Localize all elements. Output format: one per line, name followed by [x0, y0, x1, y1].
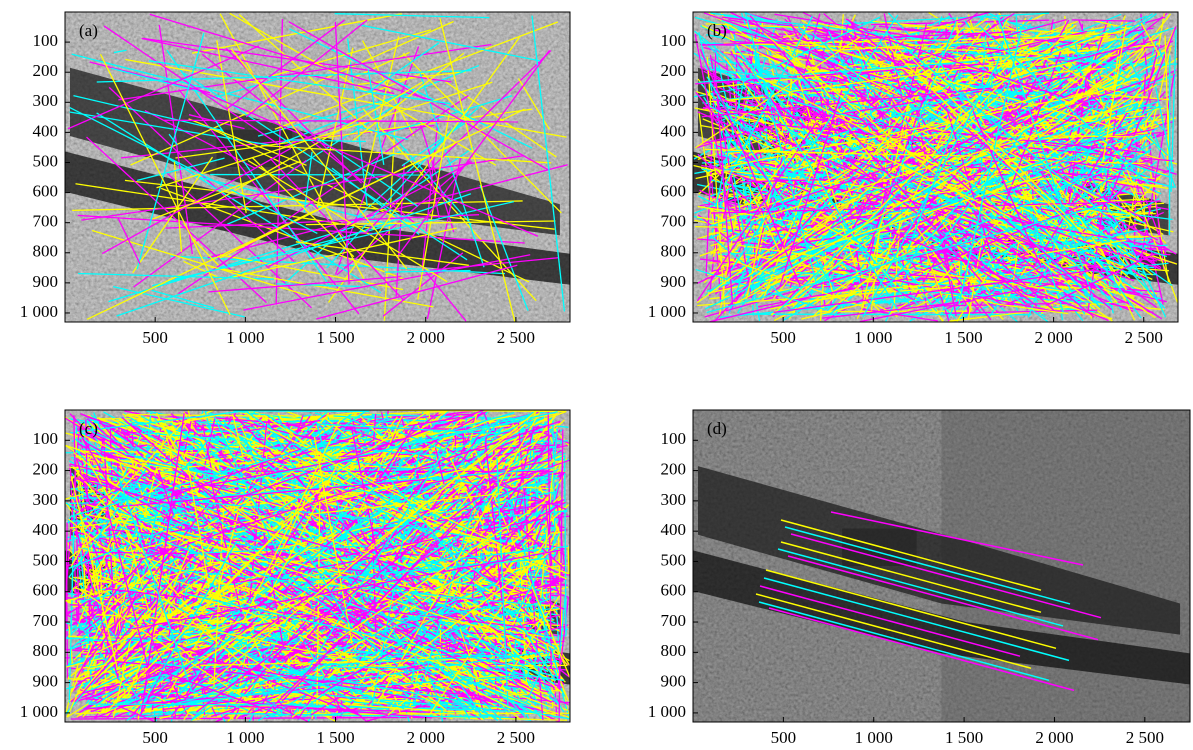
x-tick-label: 2 500: [1125, 328, 1163, 347]
x-tick-label: 1 500: [944, 328, 982, 347]
y-tick-label: 200: [33, 61, 59, 80]
x-tick-label: 2 000: [1034, 328, 1072, 347]
y-tick-label: 800: [661, 242, 687, 261]
y-tick-label: 1 000: [20, 302, 58, 321]
x-tick-label: 1 500: [316, 328, 354, 347]
y-tick-label: 300: [661, 91, 687, 110]
y-tick-label: 1 000: [648, 302, 686, 321]
y-tick-label: 700: [661, 212, 687, 231]
panel: (a) 500 1 000 1 500 2 000 2 500 100 200 300 400 50…: [20, 12, 570, 347]
panel-label: (a): [79, 21, 98, 40]
y-tick-label: 300: [33, 91, 59, 110]
panel-label: (b): [707, 21, 727, 40]
y-tick-label: 700: [33, 212, 59, 231]
x-tick-label: 500: [142, 328, 168, 347]
y-tick-label: 200: [661, 61, 687, 80]
y-tick-label: 800: [33, 242, 59, 261]
panel: (c)5001 0001 5002 0002 50010020030040050…: [20, 410, 570, 747]
y-tick-label: 400: [661, 121, 687, 140]
image: [693, 12, 1178, 322]
y-tick-label: 500: [661, 151, 687, 170]
y-tick-label: 100: [661, 31, 687, 50]
y-tick-label: 600: [661, 181, 687, 200]
panel: (b) 500 1 000 1 500 2 000 2 500 100 200 300 400 50…: [648, 12, 1178, 347]
x-tick-label: 500: [770, 328, 796, 347]
y-tick-label: 100: [33, 31, 59, 50]
x-tick-label: 1 000: [226, 328, 264, 347]
x-tick-label: 2 000: [407, 328, 445, 347]
image: [65, 12, 570, 322]
y-tick-label: 600: [33, 181, 59, 200]
y-tick-label: 400: [33, 121, 59, 140]
image: [65, 410, 570, 722]
x-tick-label: 1 000: [854, 328, 892, 347]
y-tick-label: 900: [661, 272, 687, 291]
x-tick-label: 2 500: [497, 328, 535, 347]
y-tick-label: 900: [33, 272, 59, 291]
y-tick-label: 500: [33, 151, 59, 170]
